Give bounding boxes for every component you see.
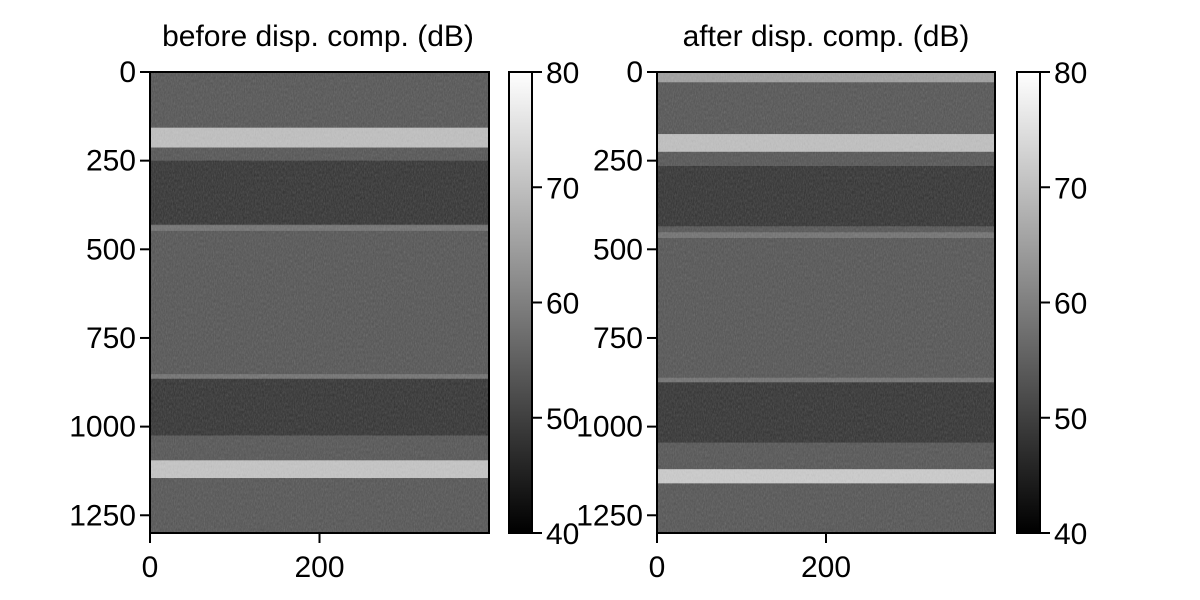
x-tick-label-after-0: 0 xyxy=(649,551,666,584)
colorbar-tick-label-before-40: 40 xyxy=(546,518,579,551)
y-tick-label-after-750: 750 xyxy=(593,322,643,355)
y-tick-label-before-0: 0 xyxy=(119,56,136,89)
panel-before: before disp. comp. (dB) 0250500750100012… xyxy=(69,20,579,584)
x-tick-label-before-0: 0 xyxy=(142,551,159,584)
colorbar-tick-label-after-60: 60 xyxy=(1054,288,1087,321)
y-tick-label-before-750: 750 xyxy=(86,322,136,355)
heatmap-after xyxy=(657,72,995,533)
heatmap-before xyxy=(150,72,489,533)
heatmap-speckle-before xyxy=(150,72,489,533)
y-tick-label-after-250: 250 xyxy=(593,145,643,178)
y-axis-before: 0 250 500 750 1000 1250 xyxy=(69,56,150,532)
y-tick-label-before-250: 250 xyxy=(86,145,136,178)
colorbar-tick-label-before-50: 50 xyxy=(546,403,579,436)
x-axis-after: 0 200 xyxy=(649,533,851,584)
chart-title-before: before disp. comp. (dB) xyxy=(162,20,474,53)
x-axis-before: 0 200 xyxy=(142,533,345,584)
colorbar-axis-before: 40 50 60 70 80 xyxy=(532,57,579,551)
chart-title-after: after disp. comp. (dB) xyxy=(683,20,970,53)
y-tick-label-after-500: 500 xyxy=(593,233,643,266)
y-tick-label-after-0: 0 xyxy=(626,56,643,89)
y-tick-label-after-1000: 1000 xyxy=(576,411,643,444)
y-tick-label-before-500: 500 xyxy=(86,233,136,266)
panel-after: after disp. comp. (dB) 02505007501000125… xyxy=(576,20,1087,584)
colorbar-tick-label-after-40: 40 xyxy=(1054,518,1087,551)
x-tick-label-after-200: 200 xyxy=(801,551,851,584)
colorbar-tick-label-before-60: 60 xyxy=(546,288,579,321)
y-tick-label-after-1250: 1250 xyxy=(576,499,643,532)
colorbar-tick-label-after-70: 70 xyxy=(1054,172,1087,205)
y-tick-label-before-1000: 1000 xyxy=(69,411,136,444)
x-tick-label-before-200: 200 xyxy=(294,551,344,584)
colorbar-tick-label-before-80: 80 xyxy=(546,57,579,90)
colorbar-tick-label-after-50: 50 xyxy=(1054,403,1087,436)
heatmap-speckle-after xyxy=(657,72,995,533)
colorbar-tick-label-after-80: 80 xyxy=(1054,57,1087,90)
y-tick-label-before-1250: 1250 xyxy=(69,499,136,532)
colorbar-axis-after: 40 50 60 70 80 xyxy=(1040,57,1087,551)
colorbar-after xyxy=(1017,72,1040,533)
colorbar-tick-label-before-70: 70 xyxy=(546,172,579,205)
y-axis-after: 0 250 500 750 1000 1250 xyxy=(576,56,657,532)
colorbar-before xyxy=(509,72,532,533)
